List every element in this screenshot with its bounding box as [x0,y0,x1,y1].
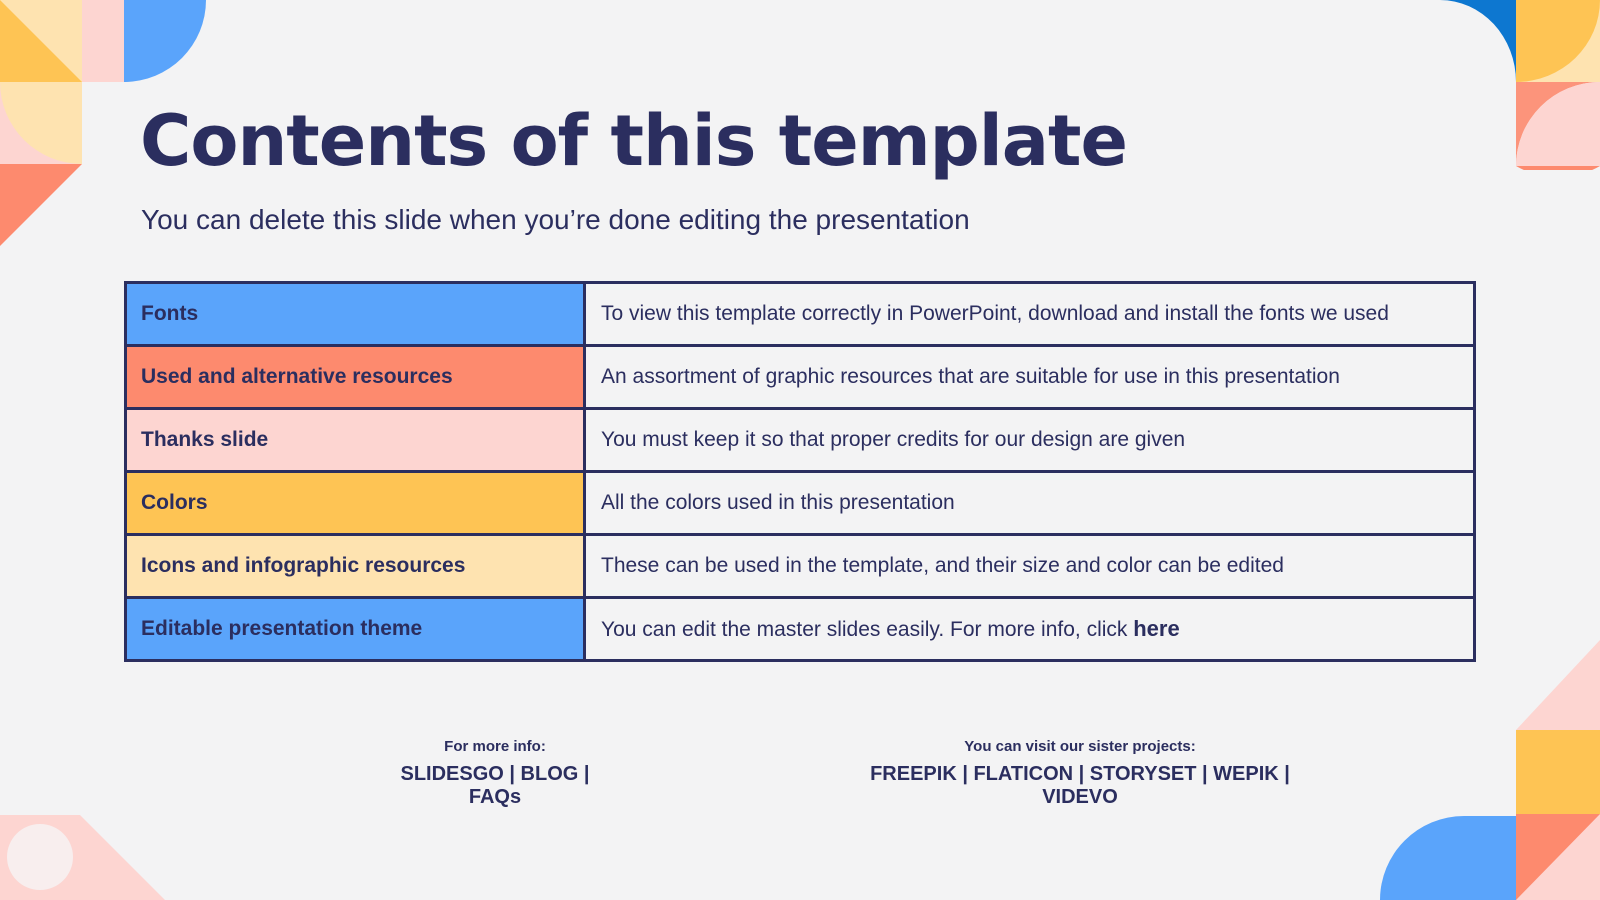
footer-more-info-links[interactable]: SLIDESGO | BLOG | FAQs [400,763,590,808]
row-key: Thanks slide [124,407,586,473]
row-value-text: All the colors used in this presentation [601,491,955,514]
footer-sister-projects: You can visit our sister projects: FREEP… [830,738,1330,809]
slide-subtitle: You can delete this slide when you’re do… [141,204,970,235]
table-row: Used and alternative resources An assortm… [124,344,1476,410]
decor-top-left [0,0,206,246]
row-value-text: To view this template correctly in Power… [601,302,1389,325]
contents-table: Fonts To view this template correctly in … [124,281,1476,662]
row-key: Editable presentation theme [124,596,586,662]
row-key: Colors [124,470,586,536]
footer-more-info: For more info: SLIDESGO | BLOG | FAQs [380,738,610,809]
row-value: To view this template correctly in Power… [583,281,1476,347]
row-value-text: You must keep it so that proper credits … [601,428,1186,451]
decor-bottom-left [0,815,165,900]
row-key: Icons and infographic resources [124,533,586,599]
slide-title: Contents of this template [140,100,1128,182]
table-row: Icons and infographic resources These can… [124,533,1476,599]
row-value-text: An assortment of graphic resources that … [601,365,1340,388]
row-value: An assortment of graphic resources that … [583,344,1476,410]
row-value: These can be used in the template, and t… [583,533,1476,599]
table-row: Colors All the colors used in this presen… [124,470,1476,536]
row-value: All the colors used in this presentation [583,470,1476,536]
table-row: Fonts To view this template correctly in … [124,281,1476,347]
footer-sister-projects-links[interactable]: FREEPIK | FLATICON | STORYSET | WEPIK | … [870,763,1290,808]
row-key: Fonts [124,281,586,347]
row-key: Used and alternative resources [124,344,586,410]
table-row: Thanks slide You must keep it so that pro… [124,407,1476,473]
row-value-text: These can be used in the template, and t… [601,554,1284,577]
row-value-text: You can edit the master slides easily. F… [601,618,1134,641]
decor-top-right [1440,0,1600,170]
here-link[interactable]: here [1133,616,1180,641]
table-row: Editable presentation theme You can edit … [124,596,1476,662]
row-value: You can edit the master slides easily. F… [583,596,1476,662]
row-value: You must keep it so that proper credits … [583,407,1476,473]
footer-sister-projects-label: You can visit our sister projects: [964,738,1196,755]
footer-more-info-label: For more info: [444,738,546,755]
decor-bottom-right [1380,640,1600,900]
